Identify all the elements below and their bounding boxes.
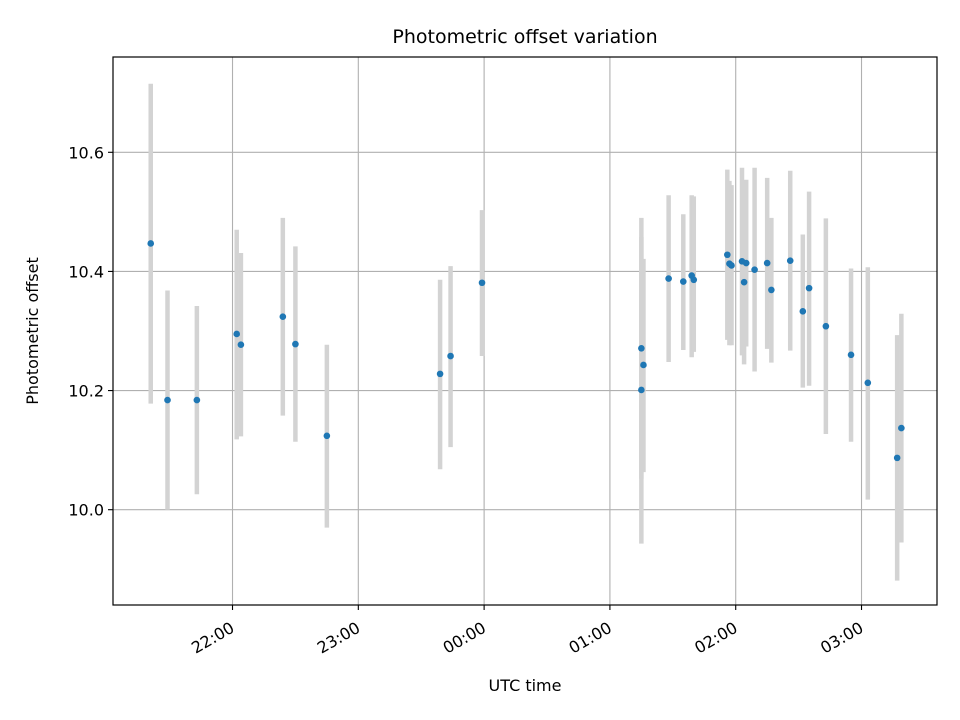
plot-frame [112,56,938,606]
data-point [478,279,486,287]
data-point [323,432,331,440]
data-point [864,379,872,387]
data-point [193,396,201,404]
data-point [724,251,731,259]
data-point [665,275,672,282]
x-axis-label: UTC time [489,676,562,695]
data-point [640,361,647,369]
data-point [147,240,155,247]
data-point [292,340,299,348]
data-point [638,386,645,394]
data-point [638,344,645,352]
plot-area [113,57,937,605]
data-point [237,341,245,349]
y-axis-ticks: 10.0 10.2 10.4 10.6 [68,143,113,520]
data-point [893,454,901,462]
data-point [799,308,807,315]
y-tick-label: 10.0 [68,501,104,520]
data-point [164,396,171,404]
data-point [822,322,830,330]
data-point [680,278,687,285]
y-tick-label: 10.4 [68,262,104,281]
data-point [233,330,241,338]
data-point [690,276,698,284]
grid [113,57,937,605]
data-point [786,257,794,265]
data-point [898,424,905,432]
data-point [763,259,771,267]
y-axis-label: Photometric offset [23,257,42,405]
data-point [805,284,813,292]
data-point [742,259,750,267]
data-point [751,266,758,273]
data-point [436,370,444,378]
data-point [447,352,454,360]
data-point [768,286,775,294]
y-tick-label: 10.2 [68,382,104,401]
chart-title: Photometric offset variation [392,26,657,48]
data-point [847,351,855,359]
y-tick-label: 10.6 [68,143,104,162]
data-point [728,262,735,269]
data-point [740,278,748,286]
data-points [147,240,905,462]
data-point [279,313,287,321]
